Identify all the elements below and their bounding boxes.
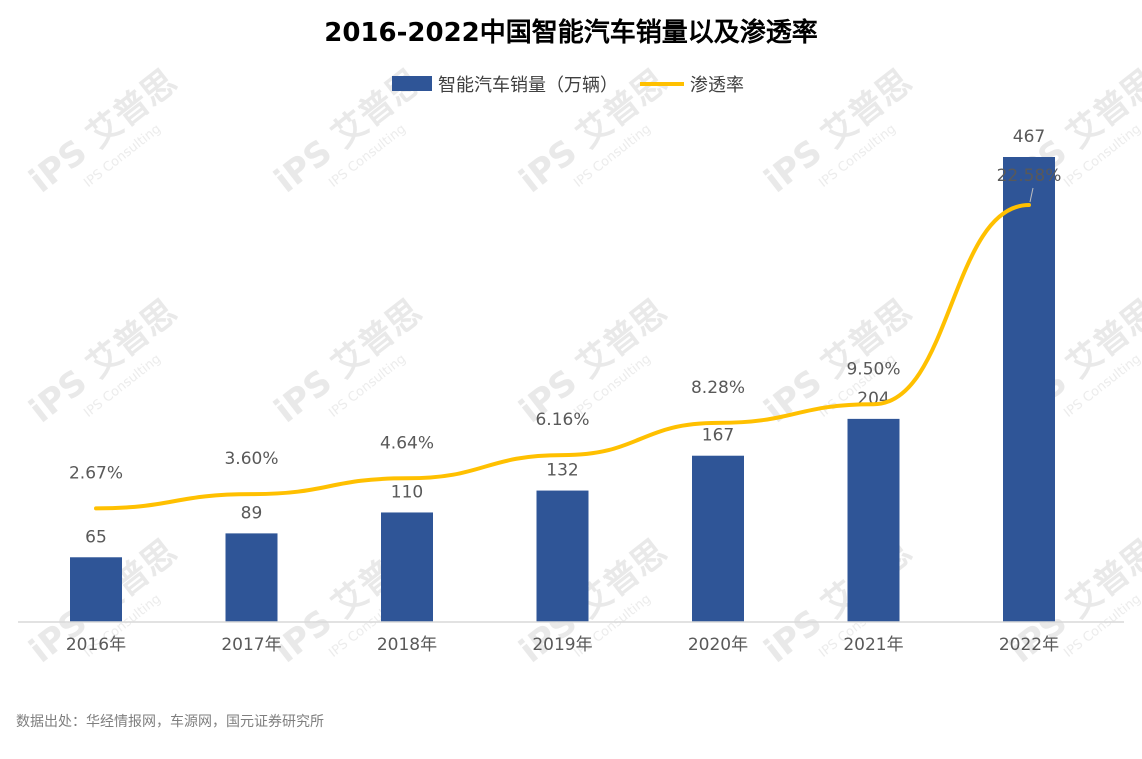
bar-data-label: 65 — [85, 527, 107, 547]
x-tick-label: 2020年 — [688, 635, 748, 655]
bar-data-label: 132 — [546, 461, 578, 481]
bar — [1003, 157, 1055, 622]
bar — [847, 418, 900, 622]
chart-title: 2016-2022中国智能汽车销量以及渗透率 — [324, 17, 818, 48]
legend-swatch-sales — [392, 76, 432, 91]
bar — [225, 533, 278, 622]
legend-label-penetration: 渗透率 — [690, 75, 744, 96]
line-data-label: 4.64% — [380, 433, 434, 453]
line-data-label: 6.16% — [535, 410, 589, 430]
x-tick-label: 2018年 — [377, 635, 437, 655]
bar-data-label: 167 — [702, 426, 734, 446]
leader-line — [1029, 187, 1034, 203]
x-tick-label: 2017年 — [221, 635, 281, 655]
line-data-label: 8.28% — [691, 378, 745, 398]
source-note: 数据出处：华经情报网，车源网，国元证券研究所 — [16, 713, 324, 730]
line-data-label: 2.67% — [69, 463, 123, 483]
line-series: 2.67% 3.60% 4.64% 6.16% 8.28% 9.50% 22.58% — [69, 166, 1062, 511]
line-data-label: 22.58% — [997, 166, 1062, 186]
bar-data-label: 110 — [391, 482, 423, 502]
bar — [381, 512, 433, 622]
penetration-line — [94, 203, 1031, 511]
bar — [536, 490, 589, 622]
x-tick-label: 2019年 — [532, 635, 592, 655]
legend-label-sales: 智能汽车销量（万辆） — [438, 75, 618, 96]
legend: 智能汽车销量（万辆） 渗透率 — [392, 75, 744, 96]
bar — [70, 557, 122, 622]
x-tick-label: 2022年 — [999, 635, 1059, 655]
line-data-label: 9.50% — [846, 359, 900, 379]
bar-data-label: 467 — [1013, 127, 1045, 147]
x-axis-ticks: 2016年 2017年 2018年 2019年 2020年 2021年 2022年 — [66, 635, 1059, 655]
x-tick-label: 2021年 — [843, 635, 903, 655]
bar-data-label: 89 — [241, 503, 263, 523]
line-data-label: 3.60% — [224, 449, 278, 469]
x-tick-label: 2016年 — [66, 635, 126, 655]
bar — [692, 455, 744, 622]
